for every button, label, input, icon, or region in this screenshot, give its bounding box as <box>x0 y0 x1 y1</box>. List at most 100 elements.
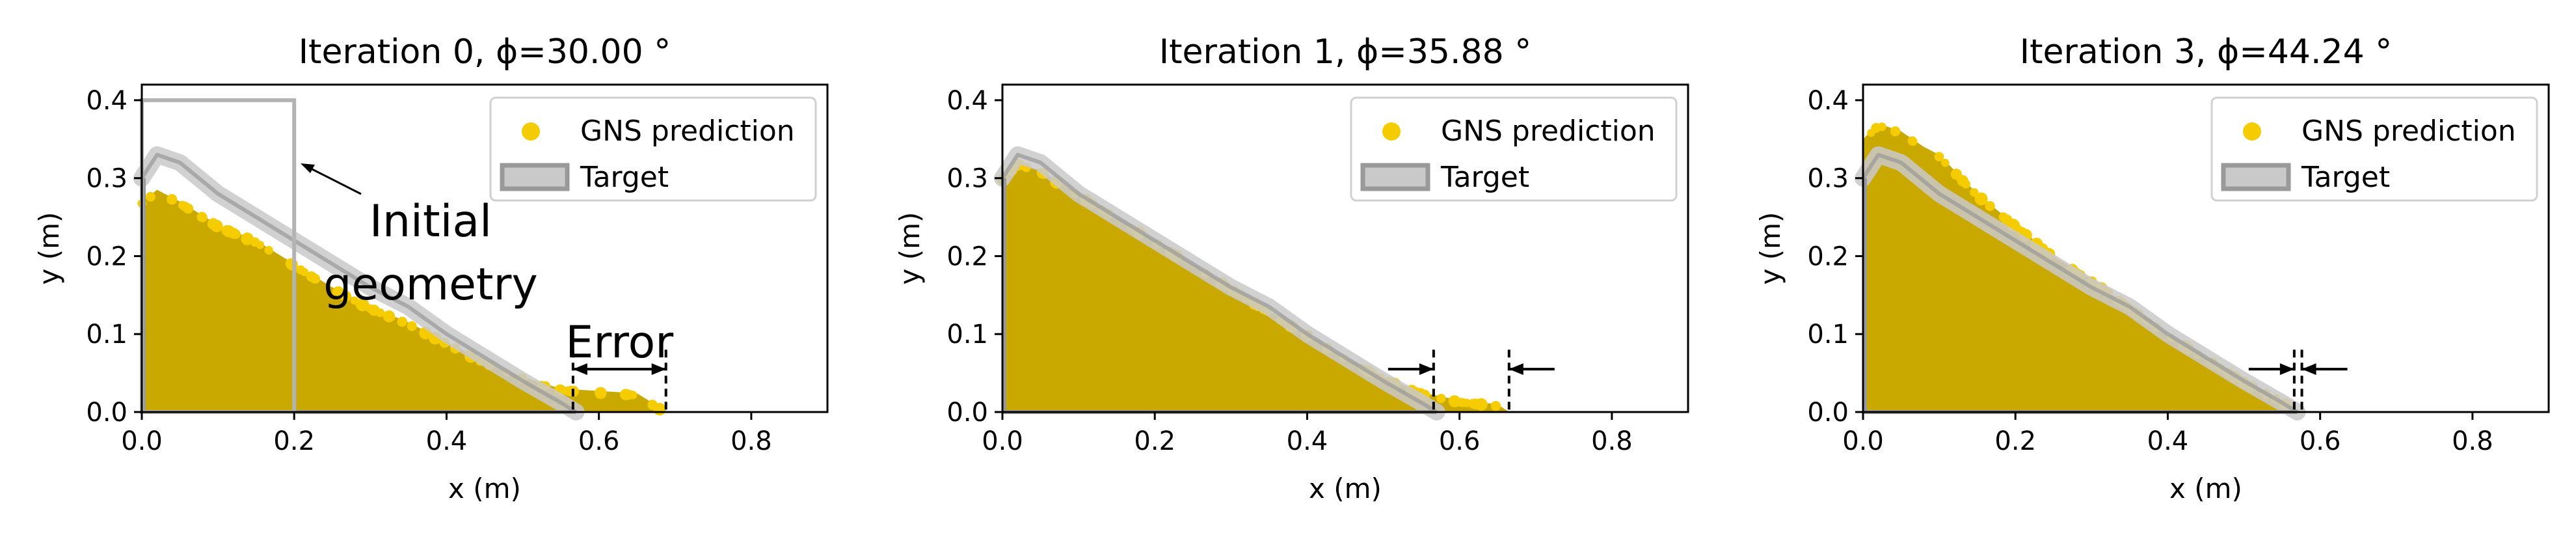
prediction-particle <box>1961 179 1970 189</box>
x-tick-label: 0.8 <box>731 426 772 456</box>
prediction-particle <box>563 386 573 396</box>
y-axis-label: y (m) <box>894 212 926 285</box>
prediction-particle <box>340 290 351 302</box>
prediction-particle <box>1458 398 1468 407</box>
prediction-particle <box>1436 394 1446 404</box>
x-tick-label: 0.8 <box>2452 426 2493 456</box>
prediction-particle <box>264 245 273 255</box>
y-tick-label: 0.0 <box>86 398 127 428</box>
chart-panel-1: 0.0 0.2 0.4 0.6 0.8 0.0 0.1 0.2 0.3 0.4 x (m) y (m)… <box>894 33 1689 504</box>
prediction-particle <box>1941 158 1950 167</box>
chart-title: Iteration 1, ϕ=35.88 ° <box>1159 33 1532 72</box>
prediction-particle <box>2001 214 2013 226</box>
prediction-particle <box>1890 126 1901 137</box>
y-tick-label: 0.4 <box>946 86 988 116</box>
y-tick-label: 0.2 <box>946 241 988 271</box>
prediction-particle <box>1448 395 1461 407</box>
legend-marker-target <box>500 163 570 191</box>
error-arrowhead-right <box>651 363 666 376</box>
prediction-particle <box>407 321 417 331</box>
legend-marker-prediction <box>1382 122 1401 141</box>
error-arrowhead-left <box>2279 363 2294 376</box>
chart-title: Iteration 0, ϕ=30.00 ° <box>299 33 671 72</box>
x-tick-label: 0.4 <box>2147 426 2189 456</box>
prediction-particle <box>145 191 155 202</box>
legend-label-target: Target <box>1440 161 1529 194</box>
chart-panel-0: 0.0 0.2 0.4 0.6 0.8 0.0 0.1 0.2 0.3 0.4 x (m) y (m)… <box>33 33 829 504</box>
legend-label-prediction: GNS prediction <box>2301 115 2516 148</box>
error-arrowhead-right <box>2301 363 2316 376</box>
initial-geometry-label-line1: Initial <box>369 196 492 247</box>
x-tick-label: 0.0 <box>982 426 1023 456</box>
x-tick-label: 0.6 <box>2300 426 2341 456</box>
prediction-particle <box>226 227 236 237</box>
x-axis-label: x (m) <box>1309 473 1382 504</box>
prediction-particle <box>1970 188 1979 197</box>
prediction-particle <box>397 316 407 327</box>
legend-marker-prediction <box>522 122 540 141</box>
y-tick-label: 0.2 <box>1807 241 1849 271</box>
legend-marker-prediction <box>2243 122 2261 141</box>
x-tick-label: 0.0 <box>121 426 163 456</box>
y-axis-label: y (m) <box>1754 212 1786 285</box>
y-tick-label: 0.0 <box>946 398 988 428</box>
error-arrowhead-left <box>1419 363 1434 376</box>
error-label: Error <box>565 317 673 368</box>
chart-title: Iteration 3, ϕ=44.24 ° <box>2020 33 2393 72</box>
y-tick-label: 0.1 <box>86 320 127 350</box>
axes-frame <box>141 83 829 413</box>
prediction-particle <box>198 212 208 223</box>
y-tick-label: 0.4 <box>1807 86 1849 116</box>
x-tick-label: 0.4 <box>1287 426 1328 456</box>
prediction-particle <box>256 240 265 249</box>
y-tick-label: 0.4 <box>86 86 127 116</box>
prediction-particle <box>300 268 309 277</box>
x-tick-label: 0.2 <box>1994 426 2036 456</box>
axes-frame <box>1001 83 1689 413</box>
prediction-particle <box>1977 194 1987 205</box>
prediction-area <box>142 189 668 412</box>
prediction-particle <box>387 313 396 322</box>
y-tick-label: 0.3 <box>1807 164 1849 194</box>
legend-box <box>1350 96 1678 202</box>
error-arrowhead-right <box>1509 363 1523 376</box>
legend-box <box>489 96 817 202</box>
y-tick-label: 0.1 <box>946 320 988 350</box>
y-tick-label: 0.0 <box>1807 398 1849 428</box>
y-tick-label: 0.3 <box>946 164 988 194</box>
y-tick-label: 0.2 <box>86 241 127 271</box>
y-axis-label: y (m) <box>33 212 65 285</box>
legend-label-target: Target <box>2301 161 2390 194</box>
prediction-particle <box>1490 401 1501 411</box>
prediction-particle <box>1479 400 1488 409</box>
target-edge <box>140 152 578 414</box>
x-tick-label: 0.2 <box>1134 426 1175 456</box>
target-edge <box>1000 152 1438 414</box>
x-tick-label: 0.8 <box>1591 426 1633 456</box>
x-axis-label: x (m) <box>2169 473 2242 504</box>
x-tick-label: 0.4 <box>426 426 468 456</box>
x-tick-label: 0.6 <box>578 426 620 456</box>
legend-label-prediction: GNS prediction <box>580 115 795 148</box>
prediction-particle <box>628 391 637 400</box>
x-axis-label: x (m) <box>448 473 521 504</box>
prediction-particle <box>1867 129 1875 137</box>
prediction-particle <box>167 194 178 205</box>
prediction-particle <box>375 308 384 317</box>
x-tick-label: 0.2 <box>273 426 315 456</box>
prediction-particle <box>350 296 359 305</box>
chart-panel-2: 0.0 0.2 0.4 0.6 0.8 0.0 0.1 0.2 0.3 0.4 x (m) y (m)… <box>1754 33 2550 504</box>
legend-marker-target <box>1360 163 1430 191</box>
target-edge <box>1861 152 2299 414</box>
prediction-particle <box>1985 200 1995 212</box>
legend-box <box>2210 96 2538 202</box>
x-tick-label: 0.0 <box>1842 426 1884 456</box>
prediction-particle <box>178 200 187 210</box>
error-arrowhead-left <box>572 363 587 376</box>
prediction-particle <box>356 299 368 310</box>
initial-geometry-pointer <box>306 165 362 195</box>
prediction-particle <box>1934 152 1944 162</box>
y-tick-label: 0.3 <box>86 164 127 194</box>
prediction-particle <box>653 403 662 413</box>
